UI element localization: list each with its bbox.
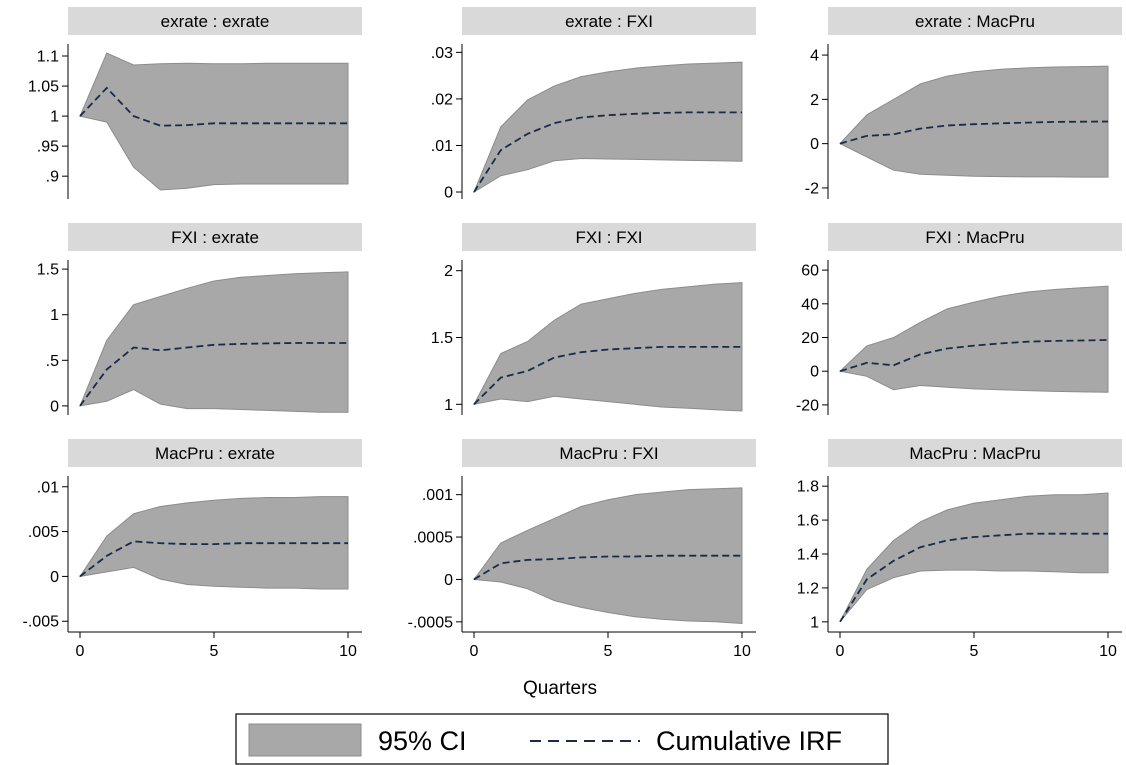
- panel-3: exrate : MacPru -2 0 2 4: [805, 7, 1122, 199]
- panel-title: MacPru : FXI: [559, 444, 658, 463]
- y-tick-label: 1: [50, 109, 59, 126]
- y-tick-label: 1.6: [797, 513, 819, 530]
- panel-title-strip: [68, 7, 362, 35]
- y-tick-label: 1.5: [37, 262, 59, 279]
- x-tick-label: 10: [339, 643, 357, 660]
- y-tick-label: 0: [810, 136, 819, 153]
- panel-title-strip: [68, 439, 362, 467]
- irf-line: [473, 554, 742, 581]
- x-tick-label: 5: [210, 643, 219, 660]
- irf-line: [79, 540, 348, 578]
- y-tick-label: 2: [810, 92, 819, 109]
- panel-2: exrate : FXI 0 .01 .02 .03: [431, 7, 756, 202]
- ci-band: [839, 65, 1109, 178]
- irf-line: [839, 532, 1108, 623]
- y-tick-label: 1: [810, 614, 819, 631]
- x-tick-label: 0: [836, 643, 845, 660]
- y-tick-label: 1.8: [797, 479, 819, 496]
- y-tick-label: .9: [46, 169, 59, 186]
- y-tick-label: .03: [431, 45, 453, 62]
- y-tick-label: .5: [46, 353, 59, 370]
- y-tick-label: 40: [801, 296, 819, 313]
- panel-7: MacPru : exrate -.005 0 .005 .01 0 5 10: [23, 439, 362, 660]
- panel-title: FXI : MacPru: [925, 228, 1024, 247]
- y-tick-label: .01: [37, 479, 59, 496]
- y-tick-label: 0: [50, 569, 59, 586]
- y-tick-label: -.005: [23, 614, 60, 631]
- ci-band: [79, 52, 349, 191]
- panel-title-strip: [828, 439, 1122, 467]
- panel-title: FXI : exrate: [171, 228, 259, 247]
- y-tick-label: -20: [796, 397, 819, 414]
- panel-title: exrate : FXI: [565, 12, 653, 31]
- y-tick-label: 1: [50, 307, 59, 324]
- panel-9: MacPru : MacPru 1 1.2 1.4 1.6 1.8 0 5 10: [797, 439, 1122, 660]
- ci-band: [79, 271, 349, 413]
- irf-line: [839, 120, 1109, 145]
- y-tick-label: 1.2: [797, 580, 819, 597]
- panel-1: exrate : exrate .9 .95 1 1.05 1.1: [28, 7, 362, 199]
- y-tick-label: 1.4: [797, 547, 819, 564]
- irf-line: [473, 345, 742, 405]
- irf-line: [473, 111, 742, 193]
- y-tick-label: .02: [431, 91, 453, 108]
- y-tick-label: 0: [810, 364, 819, 381]
- panel-grid: exrate : exrate .9 .95 1 1.05 1.1 exrate : FXI…: [23, 7, 1122, 660]
- panel-title: MacPru : MacPru: [909, 444, 1040, 463]
- panel-title-strip: [828, 7, 1122, 35]
- panel-title: FXI : FXI: [575, 228, 642, 247]
- x-tick-label: 0: [76, 643, 85, 660]
- y-tick-label: 1.1: [37, 49, 59, 66]
- x-tick-label: 10: [733, 643, 751, 660]
- y-tick-label: 0: [444, 185, 453, 202]
- x-axis-title: Quarters: [523, 678, 597, 699]
- legend-ci-swatch: [248, 723, 362, 757]
- panel-5: FXI : FXI 1 1.5 2: [431, 223, 756, 415]
- y-tick-label: 0: [444, 572, 453, 589]
- y-tick-label: -.0005: [408, 614, 453, 631]
- panel-title-strip: [828, 223, 1122, 251]
- y-tick-label: 2: [444, 263, 453, 280]
- y-tick-label: .0005: [413, 530, 453, 547]
- ci-band: [839, 492, 1109, 623]
- y-tick-label: .005: [28, 524, 59, 541]
- ci-band: [838, 285, 1109, 393]
- panel-title: exrate : MacPru: [915, 12, 1035, 31]
- legend-ci-label: 95% CI: [378, 726, 467, 756]
- panel-title-strip: [68, 223, 362, 251]
- ci-band: [78, 496, 349, 590]
- y-tick-label: 20: [801, 330, 819, 347]
- ci-band: [472, 61, 743, 194]
- x-tick-label: 5: [604, 643, 613, 660]
- panel-title-strip: [462, 223, 756, 251]
- panel-title-strip: [462, 439, 756, 467]
- y-tick-label: .01: [431, 138, 453, 155]
- y-tick-label: 4: [810, 48, 819, 65]
- legend-irf-label: Cumulative IRF: [656, 726, 842, 756]
- x-tick-label: 5: [970, 643, 979, 660]
- panel-6: FXI : MacPru -20 0 20 40 60: [796, 223, 1122, 415]
- ci-band: [473, 282, 743, 412]
- legend: 95% CI Cumulative IRF: [235, 713, 889, 765]
- panel-8: MacPru : FXI -.0005 0 .0005 .001 0 5 10: [408, 439, 756, 660]
- y-tick-label: 60: [801, 263, 819, 280]
- y-tick-label: -2: [805, 180, 819, 197]
- irf-line: [839, 339, 1109, 373]
- irf-line: [79, 342, 348, 407]
- y-tick-label: .95: [37, 139, 59, 156]
- panel-title-strip: [462, 7, 756, 35]
- y-tick-label: 1.5: [431, 330, 453, 347]
- panel-title: exrate : exrate: [161, 12, 270, 31]
- y-tick-label: 1.05: [28, 79, 59, 96]
- x-tick-label: 10: [1099, 643, 1117, 660]
- x-tick-label: 0: [470, 643, 479, 660]
- panel-title: MacPru : exrate: [155, 444, 275, 463]
- y-tick-label: 0: [50, 398, 59, 415]
- irf-line: [79, 86, 348, 127]
- y-tick-label: 1: [444, 397, 453, 414]
- y-tick-label: .001: [422, 487, 453, 504]
- panel-4: FXI : exrate 0 .5 1 1.5: [37, 223, 362, 415]
